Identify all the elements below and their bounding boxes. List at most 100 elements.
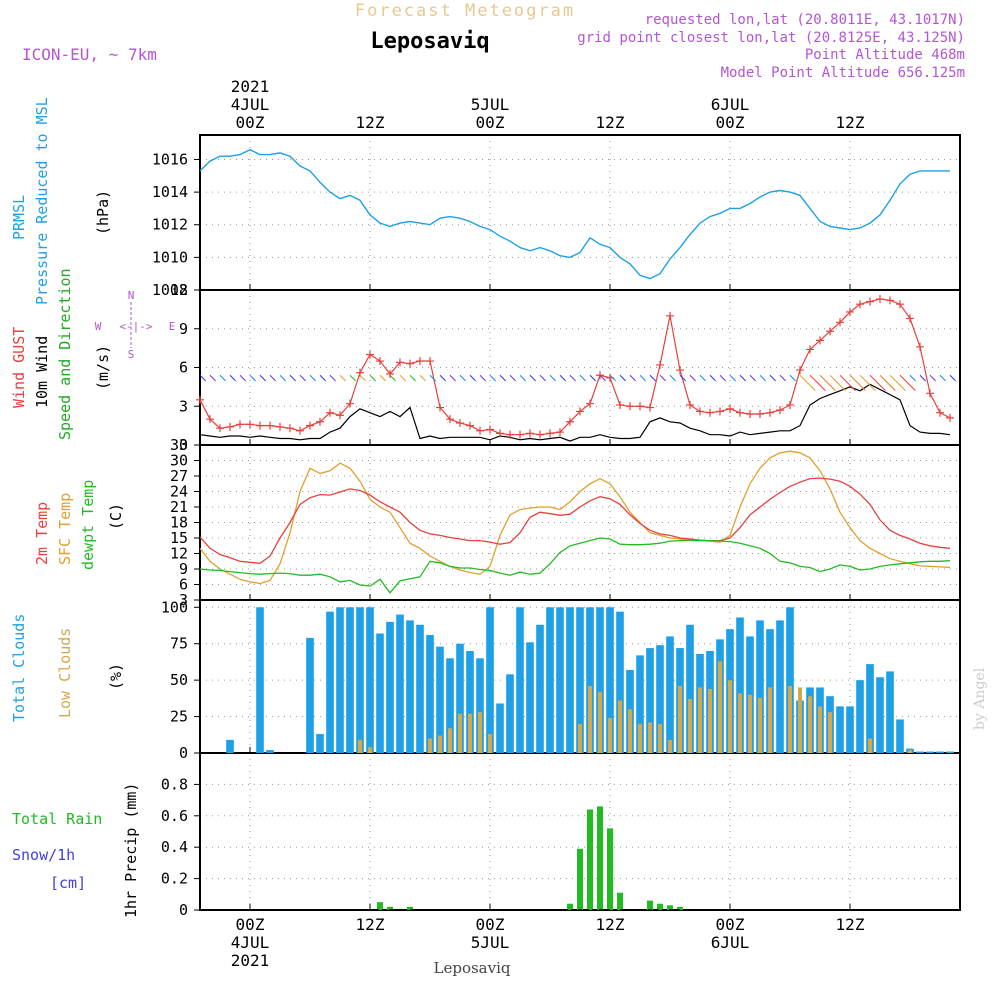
wind-arrow [279, 374, 286, 382]
wind-arrow [209, 374, 216, 382]
y-tick-label: 15 [170, 529, 188, 547]
low-cloud-bar [368, 747, 372, 753]
panel-1 [194, 134, 961, 291]
wind-arrow [929, 374, 936, 382]
gust-point [236, 420, 244, 429]
total-cloud-bar [326, 611, 334, 753]
y-tick-label: 9 [179, 560, 188, 578]
gust-point [766, 408, 774, 417]
total-cloud-bar [536, 624, 544, 753]
low-cloud-bar [718, 661, 722, 753]
total-cloud-bar [586, 607, 594, 753]
low-cloud-bar [668, 739, 672, 753]
gust-point [346, 399, 354, 408]
gust-point [436, 403, 444, 412]
low-cloud-bar [828, 712, 832, 753]
wind-arrow [839, 374, 856, 392]
total-cloud-bar [836, 706, 844, 753]
date-label-top: 6JUL [711, 95, 750, 114]
cloud-labels: Total Clouds Low Clouds (%) [10, 614, 125, 722]
gust-point [926, 389, 934, 398]
wind-arrow [549, 374, 556, 382]
gust-point [746, 410, 754, 418]
total-cloud-bar [946, 751, 954, 753]
wind-unit: (m/s) [94, 345, 112, 390]
wind-arrow [309, 374, 316, 382]
low-cloud-bar [768, 687, 772, 753]
total-cloud-bar [566, 607, 574, 753]
wind-arrow [769, 374, 776, 382]
compass-e: E [169, 320, 176, 333]
y-tick-label: 3 [179, 591, 188, 609]
gust-point [736, 408, 744, 417]
gust-point [286, 424, 294, 433]
cloud-label-total: Total Clouds [10, 614, 28, 722]
total-cloud-bar [866, 664, 874, 753]
total-cloud-bar [476, 658, 484, 753]
gust-point [686, 400, 694, 409]
gust-point [866, 297, 874, 306]
y-tick-label: 24 [170, 483, 188, 501]
low-cloud-bar [738, 693, 742, 753]
total-cloud-bar [346, 607, 354, 753]
total-cloud-bar [686, 624, 694, 753]
gust-point [406, 359, 414, 368]
wind-arrow [709, 374, 716, 382]
wind-arrow [689, 374, 696, 382]
wind-arrow [739, 374, 746, 382]
gust-point [396, 358, 404, 367]
wind-arrow [479, 374, 486, 382]
time-label-top: 00Z [476, 113, 505, 132]
low-cloud-bar [578, 723, 582, 753]
wind-arrow [759, 374, 766, 382]
gust-point [476, 426, 484, 435]
total-cloud-bar [406, 620, 414, 753]
rain-bar [567, 903, 573, 910]
model-label: ICON-EU, ~ 7km [22, 45, 157, 64]
time-label-top: 12Z [836, 113, 865, 132]
gust-point [846, 307, 854, 316]
y-tick-label: 1008 [152, 281, 188, 299]
y-tick-label: 21 [170, 498, 188, 516]
gust-point [266, 421, 274, 430]
wind-labels: Wind GUST 10m Wind Speed and Direction (… [10, 268, 175, 440]
total-cloud-bar [506, 674, 514, 753]
wind-arrow [219, 374, 226, 382]
total-cloud-bar [636, 655, 644, 753]
gust-point [326, 408, 334, 417]
time-label-bottom: 12Z [596, 915, 625, 934]
wind-arrow [319, 374, 326, 382]
total-cloud-bar [456, 643, 464, 753]
year-label-bottom: 2021 [231, 951, 270, 970]
total-cloud-bar [556, 607, 564, 753]
total-cloud-bar [446, 658, 454, 753]
temp-unit: (C) [107, 503, 125, 530]
y-tick-label: 12 [170, 545, 188, 563]
dewpt-line [199, 537, 951, 594]
y-tick-label: 75 [170, 635, 188, 653]
gust-point [306, 421, 314, 430]
y-tick-label: 6 [179, 359, 188, 377]
low-cloud-bar [648, 722, 652, 753]
y-tick-label: 27 [170, 467, 188, 485]
wind-arrow [299, 374, 306, 382]
gust-point [616, 400, 624, 409]
rain-bar [647, 900, 653, 910]
total-cloud-bar [386, 621, 394, 753]
total-cloud-bar [366, 607, 374, 753]
date-label-bottom: 5JUL [471, 933, 510, 952]
time-label-top: 00Z [716, 113, 745, 132]
date-label-bottom: 6JUL [711, 933, 750, 952]
total-cloud-bar [426, 634, 434, 753]
rain-bar [587, 809, 593, 910]
rain-bar [387, 906, 393, 910]
cloud-label-low: Low Clouds [56, 628, 74, 718]
total-cloud-bar [416, 624, 424, 753]
wind-arrow [699, 374, 706, 382]
wind-arrow [879, 374, 896, 392]
total-cloud-bar [596, 607, 604, 753]
sfc-temp-line [199, 450, 951, 585]
total-cloud-bar [666, 636, 674, 753]
gust-point [526, 429, 534, 438]
wind-arrow [339, 374, 346, 382]
